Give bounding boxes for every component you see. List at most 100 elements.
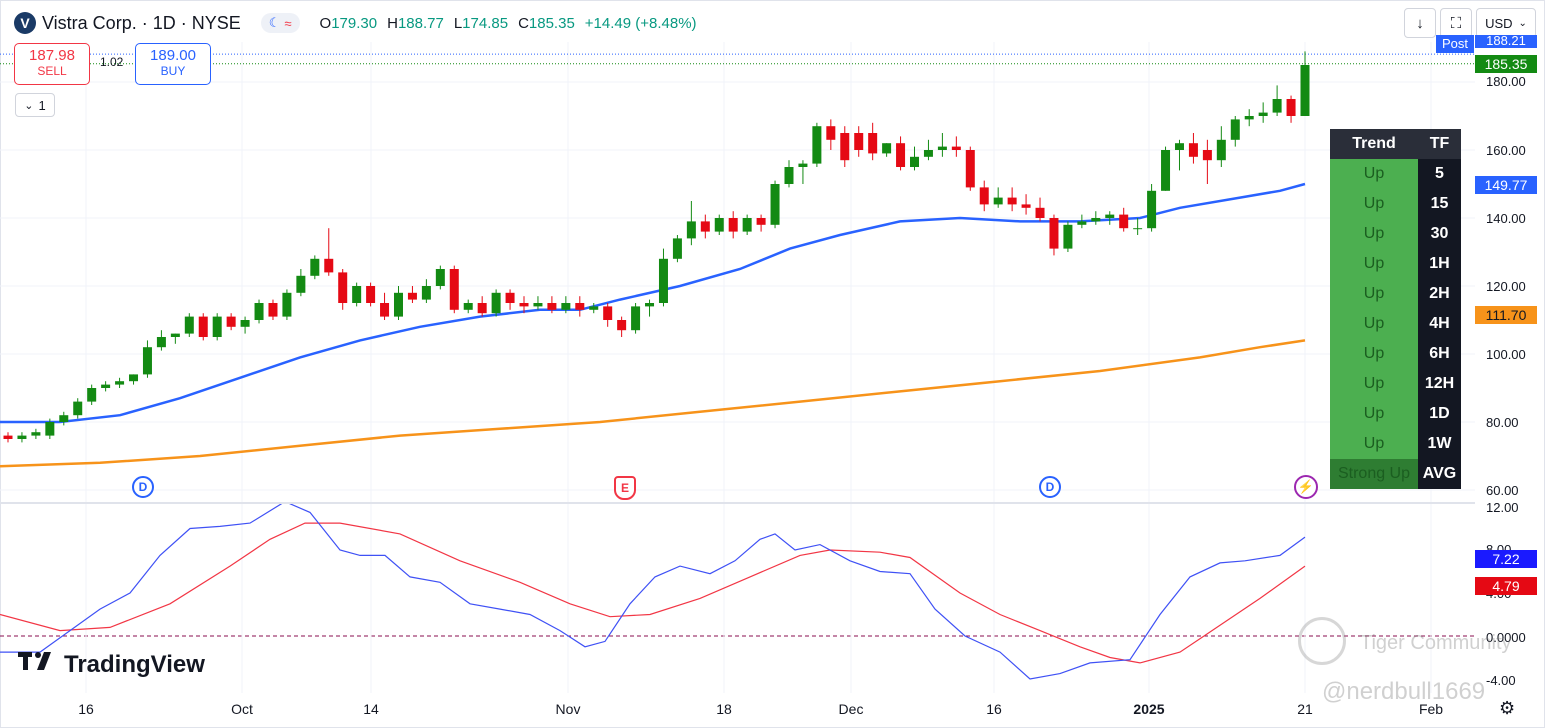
candle-body — [1161, 150, 1171, 191]
candle-body — [519, 303, 529, 307]
ohlc-values: O179.30 H188.77 L174.85 C185.35 +14.49 (… — [320, 15, 697, 32]
candle-body — [1216, 139, 1226, 161]
pane-divider[interactable] — [0, 502, 1475, 504]
time-axis-label: 21 — [1297, 701, 1313, 717]
market-status-pill[interactable]: ☾ ≈ — [260, 13, 300, 33]
symbol-title[interactable]: Vistra Corp. · 1D · NYSE — [42, 12, 241, 33]
trend-table: Trend TF Up 5 Up 15 Up 30 Up 1H Up 2H Up 4H Up… — [1330, 129, 1461, 489]
trend-row: Up 15 — [1330, 189, 1461, 219]
candle-body — [1091, 218, 1101, 222]
osc-axis-label: 0.0000 — [1486, 630, 1526, 645]
candle-body — [505, 292, 515, 303]
candle-body — [937, 146, 947, 150]
tf-cell: 1W — [1418, 429, 1461, 459]
candle-body — [993, 197, 1003, 205]
handle-watermark: @nerdbull1669 — [1322, 678, 1486, 705]
indicators-count: 1 — [38, 97, 46, 113]
post-market-label: Post — [1436, 35, 1474, 53]
osc-fast-line — [0, 503, 1306, 680]
osc-axis-label: -4.00 — [1486, 673, 1516, 688]
candle-body — [951, 146, 961, 150]
tf-cell: 1D — [1418, 399, 1461, 429]
candle-body — [1300, 65, 1310, 116]
symbol-header: V Vistra Corp. · 1D · NYSE ☾ ≈ O179.30 H… — [14, 10, 697, 36]
candle-body — [645, 303, 655, 307]
trend-header: Trend — [1330, 129, 1418, 159]
candle-body — [3, 435, 13, 439]
candle-body — [784, 167, 794, 184]
candle-body — [324, 258, 334, 273]
ma-fast-line — [0, 182, 1306, 424]
ma-slow-line — [0, 339, 1306, 468]
ohlc-low: L174.85 — [453, 14, 509, 32]
candle-body — [338, 272, 348, 303]
candle-body — [575, 303, 585, 310]
dividend-event-icon[interactable]: D — [1039, 476, 1061, 498]
time-axis-label: Dec — [838, 701, 864, 717]
trend-average-cell: Strong Up — [1330, 459, 1418, 489]
tradingview-logo[interactable]: TradingView — [18, 650, 205, 679]
post-market-price-tag: 188.21 — [1475, 35, 1537, 48]
candle-body — [923, 150, 933, 157]
ohlc-open: O179.30 — [319, 14, 378, 32]
candle-body — [798, 163, 808, 167]
trend-cell: Up — [1330, 159, 1418, 189]
candle-body — [979, 187, 989, 205]
settings-gear-icon[interactable]: ⚙ — [1499, 698, 1516, 718]
candle-body — [603, 306, 613, 320]
trend-cell: Up — [1330, 339, 1418, 369]
candle-body — [965, 150, 975, 188]
candle-body — [73, 401, 83, 416]
trend-cell: Up — [1330, 279, 1418, 309]
download-icon[interactable]: ↓ — [1404, 8, 1436, 38]
candle-body — [198, 316, 208, 337]
fullscreen-icon[interactable]: ⛶ — [1440, 8, 1472, 38]
tradingview-wordmark: TradingView — [64, 650, 205, 678]
candle-body — [1202, 150, 1212, 161]
candle-body — [561, 303, 571, 310]
price-chart[interactable] — [0, 42, 1475, 503]
candle-body — [310, 258, 320, 276]
tf-cell: 5 — [1418, 159, 1461, 189]
candle-body — [1147, 190, 1157, 229]
candle-body — [910, 156, 920, 167]
lightning-event-icon[interactable]: ⚡ — [1294, 475, 1318, 499]
candle-body — [17, 435, 27, 439]
candle-body — [31, 432, 41, 436]
sell-button[interactable]: 187.98 SELL — [14, 43, 90, 85]
candle-body — [533, 303, 543, 307]
buy-button[interactable]: 189.00 BUY — [135, 43, 211, 85]
candle-body — [1077, 221, 1087, 225]
osc-fast-tag: 7.22 — [1475, 550, 1537, 568]
tf-header: TF — [1418, 129, 1461, 159]
candle-body — [421, 286, 431, 300]
candle-body — [184, 316, 194, 334]
trend-row: Up 30 — [1330, 219, 1461, 249]
candle-body — [1035, 207, 1045, 218]
time-axis-label: 14 — [363, 701, 379, 717]
symbol-logo[interactable]: V — [14, 12, 36, 34]
price-axis-label: 160.00 — [1486, 143, 1526, 158]
sell-label: SELL — [37, 64, 67, 78]
candle-body — [826, 126, 836, 140]
buy-label: BUY — [160, 64, 186, 78]
candle-body — [658, 258, 668, 303]
currency-select[interactable]: USD ⌄ — [1476, 8, 1536, 38]
time-axis-label: Feb — [1418, 701, 1444, 717]
trend-cell: Up — [1330, 369, 1418, 399]
oscillator-pane[interactable] — [0, 503, 1475, 693]
chevron-down-icon: ⌄ — [24, 99, 34, 112]
price-axis-label: 120.00 — [1486, 279, 1526, 294]
candle-body — [477, 303, 487, 314]
trend-table-header: Trend TF — [1330, 129, 1461, 159]
candle-body — [115, 381, 125, 385]
trend-row: Up 5 — [1330, 159, 1461, 189]
earnings-event-icon[interactable]: E — [614, 476, 636, 500]
candle-body — [380, 303, 390, 317]
indicators-toggle[interactable]: ⌄ 1 — [15, 93, 55, 117]
candle-body — [631, 306, 641, 331]
candle-body — [1119, 214, 1129, 229]
dividend-event-icon[interactable]: D — [132, 476, 154, 498]
candle-body — [700, 221, 710, 232]
trend-row: Up 1D — [1330, 399, 1461, 429]
